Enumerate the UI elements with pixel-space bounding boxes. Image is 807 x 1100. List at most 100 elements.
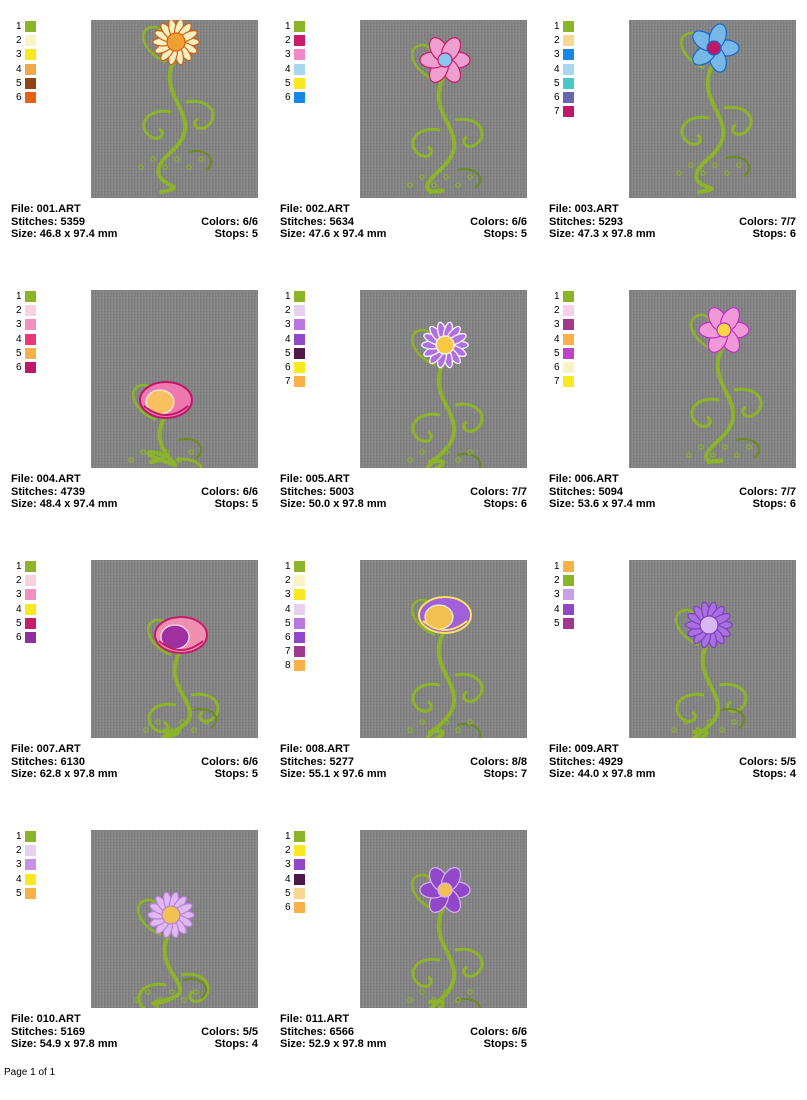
swatch-color-box (563, 376, 574, 388)
swatch-number: 6 (285, 92, 291, 103)
info-stops: Stops: 5 (214, 498, 258, 511)
color-swatch-row: 3 (11, 318, 41, 331)
design-thumbnail (91, 20, 258, 198)
info-stops: Stops: 7 (483, 768, 527, 781)
color-swatch-row: 6 (280, 901, 310, 914)
swatch-color-box (294, 845, 305, 857)
swatch-color-box (563, 575, 574, 587)
design-card: 1 2 3 4 5 6 File: 007.ART Stitches: 6130 Colors:… (11, 560, 271, 830)
design-thumbnail (91, 830, 258, 1008)
color-swatch-row: 3 (280, 858, 310, 871)
swatch-color-box (25, 632, 36, 643)
info-row: Stitches: 5169 Colors: 5/5 (11, 1026, 258, 1039)
info-row: File: 003.ART (549, 203, 796, 216)
flower-head (154, 616, 208, 654)
color-swatch-row: 4 (280, 873, 310, 886)
info-file: File: 011.ART (280, 1013, 350, 1025)
color-swatch-row: 6 (280, 91, 310, 104)
info-row: File: 008.ART (280, 743, 527, 756)
swatch-color-box (25, 21, 36, 32)
info-row: Size: 54.9 x 97.8 mm Stops: 4 (11, 1038, 258, 1051)
color-swatch-row: 4 (549, 63, 579, 76)
embroidery-motif (686, 307, 763, 464)
info-row: Size: 44.0 x 97.8 mm Stops: 4 (549, 768, 796, 781)
design-card: 1 2 3 4 5 6 7 File: 005.ART Stitches: 5003 Colors… (280, 290, 540, 560)
color-swatch-row: 2 (549, 574, 579, 587)
swatch-color-box (294, 291, 305, 302)
design-thumbnail (629, 20, 796, 198)
color-swatch-row: 1 (280, 20, 310, 33)
swatch-number: 2 (285, 845, 291, 857)
embroidery-motif (128, 381, 204, 468)
swatch-color-box (563, 347, 574, 359)
flower-head (139, 381, 193, 419)
info-file: File: 009.ART (549, 743, 619, 755)
embroidery-motif (676, 23, 753, 194)
color-swatch-row: 4 (549, 603, 579, 616)
info-colors: Colors: 7/7 (739, 215, 796, 228)
design-thumbnail (629, 560, 796, 738)
design-info: File: 005.ART Stitches: 5003 Colors: 7/7 Si… (280, 473, 527, 511)
info-row: Stitches: 4929 Colors: 5/5 (549, 756, 796, 769)
color-swatch-row: 3 (280, 48, 310, 61)
swatch-color-box (294, 873, 305, 885)
info-stops: Stops: 6 (752, 498, 796, 511)
info-stitches: Stitches: 5003 (280, 485, 354, 498)
color-swatch-row: 1 (280, 830, 310, 843)
swatch-number: 2 (16, 305, 22, 317)
embroidery-motif (407, 321, 484, 468)
swatch-number: 8 (285, 660, 291, 672)
swatch-color-box (25, 589, 36, 601)
color-swatch-row: 6 (549, 91, 579, 104)
color-swatch-row: 6 (11, 361, 41, 374)
flower-head (685, 601, 733, 649)
swatch-number: 4 (16, 873, 22, 885)
color-swatch-row: 4 (280, 603, 310, 616)
swatch-color-box (294, 660, 305, 672)
design-info: File: 006.ART Stitches: 5094 Colors: 7/7 Si… (549, 473, 796, 511)
design-card: 1 2 3 4 5 6 File: 011.ART Stitches: 6566 Colors:… (280, 830, 540, 1100)
info-colors: Colors: 7/7 (470, 485, 527, 498)
swatch-color-box (294, 362, 305, 373)
swatch-number: 3 (554, 319, 560, 331)
swatch-color-box (563, 362, 574, 373)
flower-head (692, 23, 740, 73)
info-size: Size: 62.8 x 97.8 mm (11, 768, 118, 781)
color-swatch-row: 2 (280, 34, 310, 47)
swatch-color-box (294, 49, 305, 61)
embroidery-motif (133, 891, 210, 1008)
color-swatch-row: 2 (280, 304, 310, 317)
swatch-color-box (563, 35, 574, 47)
info-file: File: 001.ART (11, 203, 81, 215)
color-swatch-row: 2 (11, 574, 41, 587)
design-info: File: 002.ART Stitches: 5634 Colors: 6/6 Si… (280, 203, 527, 241)
color-swatch-row: 2 (11, 844, 41, 857)
info-stitches: Stitches: 6130 (11, 755, 85, 768)
swatch-color-box (563, 21, 574, 32)
info-size: Size: 47.3 x 97.8 mm (549, 228, 656, 241)
info-row: Size: 46.8 x 97.4 mm Stops: 5 (11, 228, 258, 241)
info-stitches: Stitches: 5634 (280, 215, 354, 228)
swatch-color-box (25, 291, 36, 302)
info-size: Size: 48.4 x 97.4 mm (11, 498, 118, 511)
swatch-number: 5 (285, 617, 291, 629)
swatch-color-box (25, 319, 36, 331)
info-stops: Stops: 6 (483, 498, 527, 511)
info-row: File: 010.ART (11, 1013, 258, 1026)
color-swatch-row: 2 (11, 304, 41, 317)
swatch-number: 6 (16, 362, 22, 373)
design-info: File: 003.ART Stitches: 5293 Colors: 7/7 Si… (549, 203, 796, 241)
swatch-number: 2 (554, 575, 560, 587)
color-swatch-row: 1 (280, 290, 310, 303)
color-swatch-row: 3 (280, 318, 310, 331)
info-row: File: 011.ART (280, 1013, 527, 1026)
design-card: 1 2 3 4 5 File: 009.ART Stitches: 4929 Colors: … (549, 560, 807, 830)
swatch-color-box (563, 77, 574, 89)
swatch-color-box (294, 887, 305, 899)
swatch-number: 6 (554, 362, 560, 373)
color-swatch-row: 5 (280, 887, 310, 900)
info-size: Size: 46.8 x 97.4 mm (11, 228, 118, 241)
color-swatch-row: 1 (280, 560, 310, 573)
info-row: File: 007.ART (11, 743, 258, 756)
info-colors: Colors: 5/5 (739, 755, 796, 768)
